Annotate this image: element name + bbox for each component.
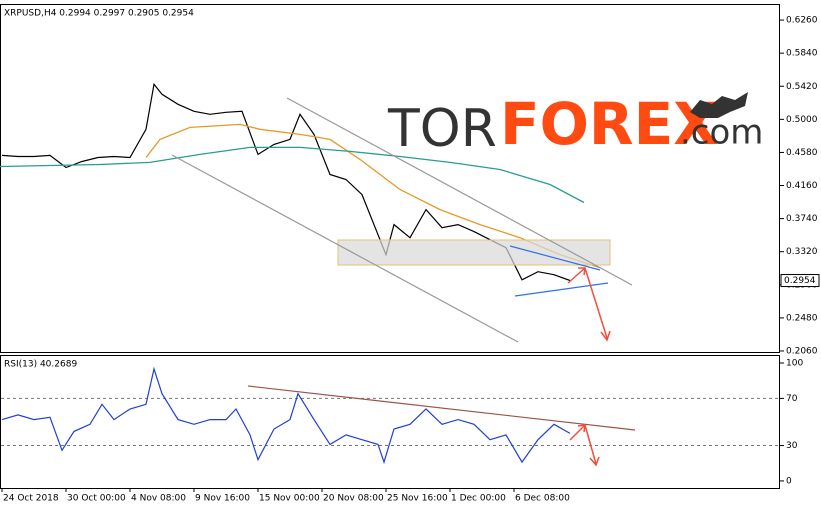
triangle-line [514, 282, 609, 297]
rsi-forecast-arrow [569, 424, 600, 467]
panel-title: XRPUSD,H4 0.2994 0.2997 0.2905 0.2954 [4, 9, 194, 19]
x-tick-label: 20 Nov 08:00 [323, 494, 384, 504]
y-tick-label: 0.2480 [786, 313, 818, 323]
y-tick-label: 0.5420 [786, 82, 818, 92]
rsi-panel [0, 355, 780, 489]
series-line [0, 146, 585, 204]
x-tick-label: 6 Dec 08:00 [515, 494, 570, 504]
y-tick-label: 0.2060 [786, 346, 818, 356]
x-tick-label: 1 Dec 00:00 [451, 494, 506, 504]
panel-title: RSI(13) 40.2689 [4, 360, 77, 370]
x-tick-label: 24 Oct 2018 [3, 494, 59, 504]
y-tick-label: 0.4580 [786, 148, 818, 158]
y-tick-label: 0.4160 [786, 181, 818, 191]
current-price-box [780, 274, 820, 288]
x-tick-label: 9 Nov 16:00 [195, 494, 250, 504]
y-tick-label: 0.5840 [786, 49, 818, 59]
x-tick-label: 4 Nov 08:00 [131, 494, 186, 504]
x-tick-label: 25 Nov 16:00 [387, 494, 448, 504]
triangle-line [509, 245, 601, 271]
watermark: TOR FOREX .com [387, 90, 763, 159]
series-line [1, 82, 571, 282]
rsi-trend-line [247, 385, 636, 431]
y-tick-label: 100 [786, 359, 803, 369]
series-line [145, 123, 601, 269]
y-tick-label: 0.3320 [786, 247, 818, 257]
forecast-arrow [567, 267, 611, 342]
channel-line [286, 97, 633, 286]
y-tick-label: 0 [786, 476, 792, 486]
current-price-label: 0.2954 [784, 276, 816, 286]
watermark-brand: FOREX [500, 90, 718, 158]
y-tick-label: 0.5000 [786, 115, 818, 125]
watermark-prefix: TOR [387, 99, 497, 159]
series-line [1, 366, 571, 465]
x-tick-label: 30 Oct 00:00 [67, 494, 126, 504]
y-tick-label: 70 [786, 394, 798, 404]
annotations [171, 97, 636, 467]
x-tick-label: 15 Nov 00:00 [259, 494, 320, 504]
y-tick-label: 0.3740 [786, 214, 818, 224]
watermark-suffix: .com [680, 113, 763, 153]
y-tick-label: 30 [786, 441, 798, 451]
channel-line [171, 154, 519, 343]
y-tick-label: 0.6260 [786, 16, 818, 26]
price-panel [0, 4, 780, 353]
bull-icon [690, 92, 748, 118]
